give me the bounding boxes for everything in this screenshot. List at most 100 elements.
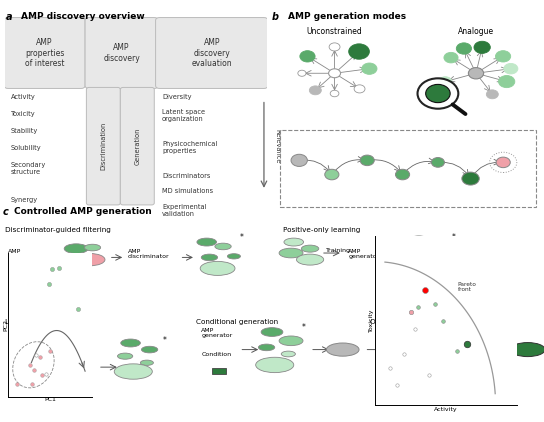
FancyBboxPatch shape xyxy=(120,87,154,205)
Circle shape xyxy=(462,172,479,185)
Circle shape xyxy=(468,68,484,79)
Circle shape xyxy=(431,157,444,167)
Text: Discrimination: Discrimination xyxy=(100,122,107,170)
Circle shape xyxy=(439,77,452,87)
FancyBboxPatch shape xyxy=(4,18,85,89)
Circle shape xyxy=(498,76,515,88)
Circle shape xyxy=(496,51,511,62)
Point xyxy=(421,287,429,294)
Text: Discriminators: Discriminators xyxy=(162,173,211,179)
Y-axis label: PC2: PC2 xyxy=(3,319,8,331)
Point xyxy=(45,280,53,287)
Circle shape xyxy=(411,254,427,261)
Text: a: a xyxy=(5,13,12,22)
Text: Secondary
structure: Secondary structure xyxy=(11,162,46,176)
Point xyxy=(45,348,54,354)
Point xyxy=(385,365,394,371)
Bar xyxy=(212,368,226,374)
FancyBboxPatch shape xyxy=(156,18,268,89)
Circle shape xyxy=(118,353,133,359)
Circle shape xyxy=(227,254,240,259)
Circle shape xyxy=(329,69,341,78)
Text: Toxicity: Toxicity xyxy=(11,111,35,117)
Circle shape xyxy=(279,248,303,258)
Circle shape xyxy=(279,336,303,346)
Circle shape xyxy=(256,357,294,373)
Circle shape xyxy=(444,52,458,63)
Text: Optimized generation: Optimized generation xyxy=(370,319,448,325)
Text: AMP
discriminator: AMP discriminator xyxy=(128,249,170,260)
Circle shape xyxy=(261,327,283,336)
Text: Synergy: Synergy xyxy=(11,197,38,203)
Text: Latent space sampling: Latent space sampling xyxy=(5,319,87,325)
Point xyxy=(453,348,462,354)
Circle shape xyxy=(395,169,410,180)
Circle shape xyxy=(84,244,101,251)
Text: *: * xyxy=(239,233,243,242)
Text: Unconstrained: Unconstrained xyxy=(307,27,362,36)
Circle shape xyxy=(427,241,443,248)
Circle shape xyxy=(510,343,544,357)
Point xyxy=(430,300,439,307)
Circle shape xyxy=(114,364,152,379)
Text: Conditional generation: Conditional generation xyxy=(196,319,278,325)
Text: Discriminator-guided filtering: Discriminator-guided filtering xyxy=(5,227,112,233)
Circle shape xyxy=(360,155,374,165)
Point xyxy=(406,309,415,316)
Text: AMP
generator: AMP generator xyxy=(348,249,379,260)
Point xyxy=(47,265,56,272)
Point xyxy=(42,371,51,378)
Text: Activity: Activity xyxy=(11,94,35,100)
Text: Physicochemical
properties: Physicochemical properties xyxy=(162,141,218,154)
Text: b: b xyxy=(272,13,279,22)
Point xyxy=(28,381,37,387)
Text: *: * xyxy=(163,336,167,345)
Circle shape xyxy=(504,63,518,74)
Circle shape xyxy=(486,90,498,99)
Circle shape xyxy=(456,43,472,54)
Text: AMP
properties
of interest: AMP properties of interest xyxy=(25,38,64,68)
Text: Solubility: Solubility xyxy=(11,145,41,151)
Circle shape xyxy=(325,169,339,180)
Circle shape xyxy=(300,51,315,62)
Circle shape xyxy=(201,254,218,261)
Point xyxy=(38,372,47,379)
Point xyxy=(392,381,401,388)
Point xyxy=(31,352,40,359)
Point xyxy=(411,326,419,333)
Circle shape xyxy=(496,157,510,168)
Circle shape xyxy=(197,238,217,246)
Text: Analogue: Analogue xyxy=(458,27,494,36)
Text: c: c xyxy=(3,207,9,217)
Circle shape xyxy=(284,238,304,246)
Circle shape xyxy=(474,41,490,54)
Text: MD simulations: MD simulations xyxy=(162,188,213,194)
Circle shape xyxy=(64,244,88,254)
Circle shape xyxy=(296,254,324,265)
Point xyxy=(54,265,63,271)
Circle shape xyxy=(121,339,140,347)
Circle shape xyxy=(415,261,450,276)
Text: Stability: Stability xyxy=(11,128,38,134)
Circle shape xyxy=(75,254,105,266)
Circle shape xyxy=(425,84,450,103)
Text: *: * xyxy=(452,233,455,242)
Circle shape xyxy=(291,154,307,166)
Point xyxy=(399,351,408,358)
Circle shape xyxy=(310,86,322,95)
Y-axis label: Toxicity: Toxicity xyxy=(369,309,374,333)
X-axis label: Activity: Activity xyxy=(434,406,458,411)
Point xyxy=(425,371,434,378)
Text: Training: Training xyxy=(326,248,351,253)
Circle shape xyxy=(200,261,235,276)
Circle shape xyxy=(215,243,231,250)
Text: AMP
discovery
evaluation: AMP discovery evaluation xyxy=(191,38,232,68)
Text: Diversity: Diversity xyxy=(162,94,191,100)
Circle shape xyxy=(362,63,377,74)
Circle shape xyxy=(409,236,429,244)
Text: Latent space
organization: Latent space organization xyxy=(162,109,205,122)
Point xyxy=(29,367,38,373)
FancyBboxPatch shape xyxy=(85,18,158,89)
Point xyxy=(36,353,45,360)
Point xyxy=(439,317,448,324)
